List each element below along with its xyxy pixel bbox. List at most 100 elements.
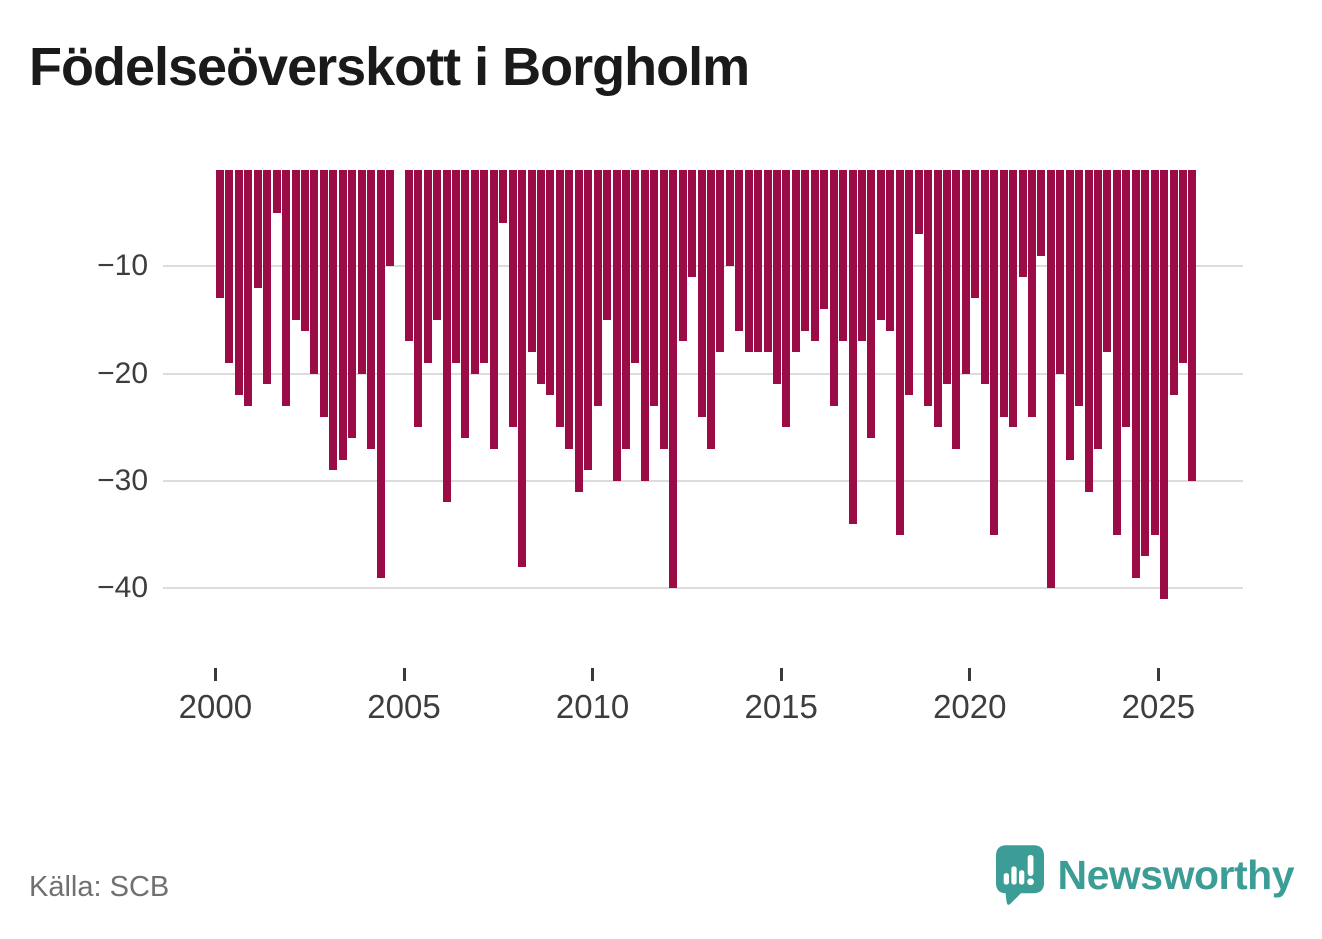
- bar: [763, 170, 772, 353]
- bar: [1112, 170, 1121, 535]
- bar: [631, 170, 640, 363]
- bar: [961, 170, 970, 374]
- y-axis-tick-label: −30: [97, 464, 148, 497]
- bar: [452, 170, 461, 363]
- bar: [744, 170, 753, 353]
- x-axis-tick-label: 2005: [367, 688, 441, 725]
- bar: [291, 170, 300, 320]
- y-axis-tick-label: −40: [97, 571, 148, 605]
- bar: [1065, 170, 1074, 460]
- bar: [329, 170, 338, 471]
- bar: [338, 170, 347, 460]
- bar: [357, 170, 366, 374]
- bar: [1027, 170, 1036, 417]
- bar: [1103, 170, 1112, 353]
- bar: [244, 170, 253, 406]
- bar: [1037, 170, 1046, 256]
- bar: [1046, 170, 1055, 589]
- y-axis-tick-label: −20: [97, 356, 148, 390]
- bar: [999, 170, 1008, 417]
- bar: [914, 170, 923, 235]
- bar: [555, 170, 564, 428]
- x-axis-tick: [968, 668, 972, 681]
- bar: [688, 170, 697, 277]
- bar: [385, 170, 394, 267]
- bar: [905, 170, 914, 396]
- bar: [537, 170, 545, 385]
- bar: [404, 170, 413, 342]
- bar: [499, 170, 508, 224]
- bar: [603, 170, 612, 320]
- bar: [527, 170, 536, 353]
- bar: [546, 170, 555, 396]
- x-axis-tick: [1156, 668, 1160, 681]
- bar: [414, 170, 423, 428]
- bar: [1122, 170, 1131, 428]
- bar: [508, 170, 517, 428]
- bar: [461, 170, 470, 439]
- bar: [489, 170, 498, 449]
- bar: [480, 170, 489, 363]
- bar: [593, 170, 602, 406]
- bar: [706, 170, 715, 449]
- x-axis-tick-label: 2010: [555, 688, 630, 725]
- bar: [820, 170, 829, 310]
- y-gridline: [163, 480, 1243, 482]
- bar: [1150, 170, 1159, 535]
- source-note: Källa: SCB: [29, 871, 170, 903]
- bar: [801, 170, 810, 331]
- bar: [735, 170, 744, 331]
- bar: [253, 170, 262, 288]
- page-title: Födelseöverskott i Borgholm: [29, 37, 750, 97]
- bar: [669, 170, 678, 589]
- bar: [272, 170, 281, 213]
- bar: [640, 170, 649, 481]
- bar: [791, 170, 800, 353]
- bar: [697, 170, 706, 417]
- bar: [858, 170, 866, 342]
- bar: [876, 170, 885, 320]
- bar: [650, 170, 659, 406]
- bar: [810, 170, 819, 342]
- bar: [1009, 170, 1018, 428]
- bar: [980, 170, 989, 385]
- bar: [848, 170, 857, 524]
- y-gridline: [163, 587, 1243, 590]
- bar: [952, 170, 961, 449]
- bar: [924, 170, 933, 406]
- bar: [1131, 170, 1140, 578]
- bar: [1075, 170, 1084, 406]
- bar: [1018, 170, 1027, 277]
- bar: [433, 170, 442, 320]
- bar: [678, 170, 687, 342]
- bar: [1169, 170, 1178, 396]
- bar: [621, 170, 630, 449]
- bar: [839, 170, 848, 342]
- bar: [754, 170, 763, 353]
- x-axis-tick: [591, 668, 595, 681]
- x-axis-tick-label: 2015: [744, 688, 818, 725]
- brand-name: Newsworthy: [1057, 852, 1295, 898]
- bar: [1188, 170, 1197, 481]
- bar: [442, 170, 451, 503]
- bar: [886, 170, 895, 331]
- bar: [225, 170, 234, 363]
- y-axis-tick-label: −10: [97, 249, 148, 283]
- bar: [574, 170, 583, 492]
- newsworthy-bubble-icon: [995, 845, 1044, 905]
- x-axis-tick: [402, 668, 406, 681]
- bar: [348, 170, 357, 439]
- bar: [518, 170, 527, 567]
- bar: [1160, 170, 1169, 600]
- bar: [867, 170, 876, 439]
- bar: [829, 170, 838, 406]
- bar: [234, 170, 243, 396]
- bar: [773, 170, 782, 385]
- bar: [565, 170, 574, 449]
- bar: [310, 170, 319, 374]
- bar: [942, 170, 951, 385]
- bar: [1084, 170, 1093, 492]
- bar: [725, 170, 734, 267]
- bar: [300, 170, 309, 331]
- bar: [319, 170, 328, 417]
